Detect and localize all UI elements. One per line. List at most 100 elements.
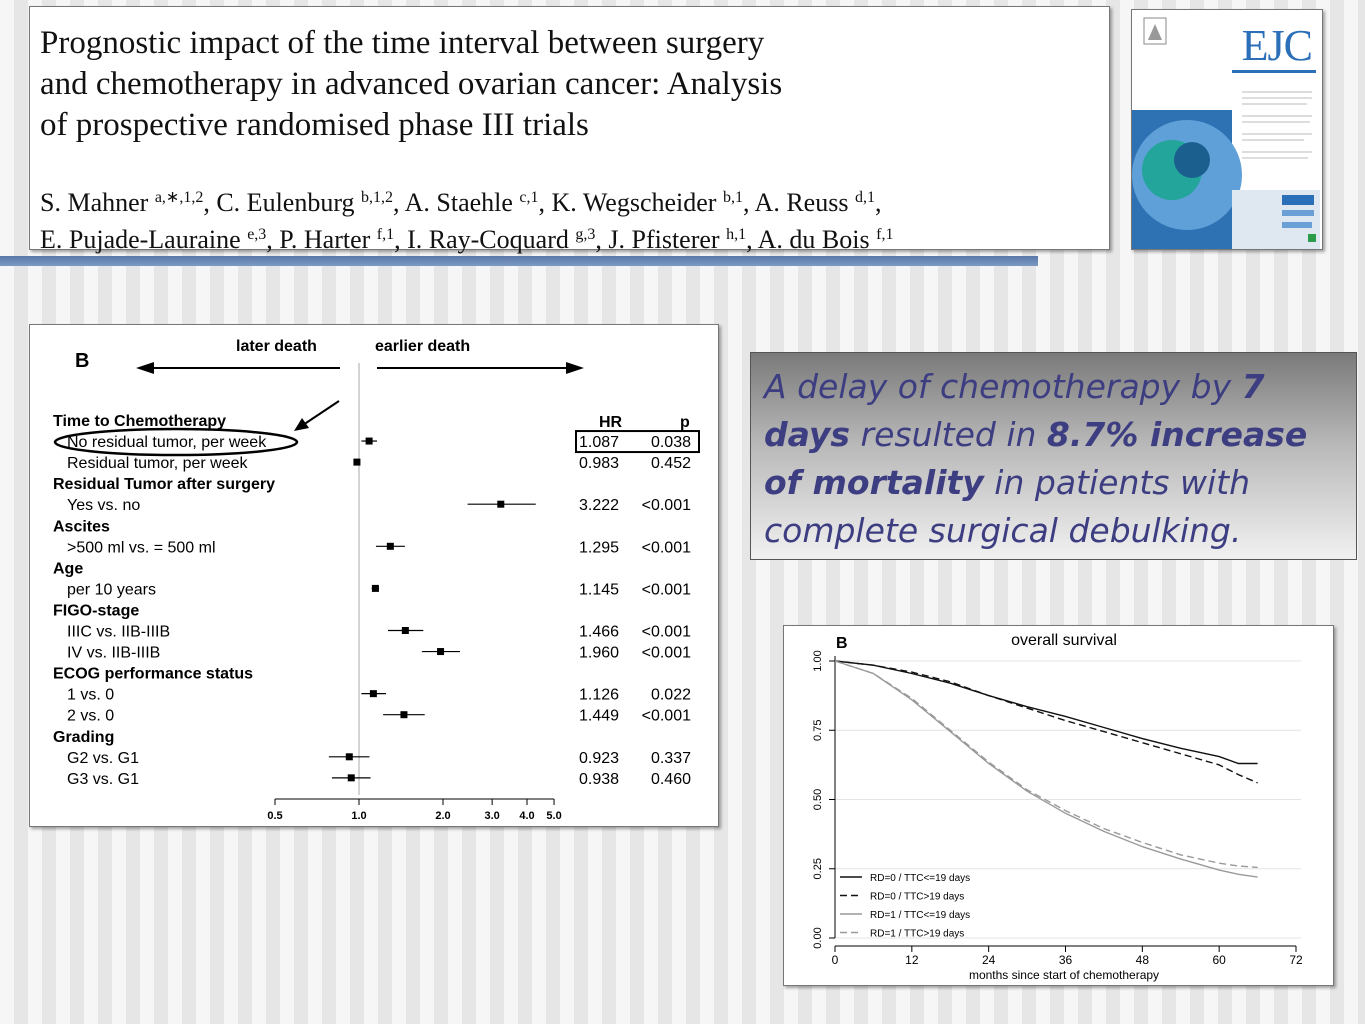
cover-image-core: [1174, 142, 1210, 178]
forest-hr-value: 1.466: [579, 624, 619, 641]
callout-text-part: A delay of chemotherapy by: [764, 367, 1242, 406]
author-name: I. Ray-Coquard: [407, 225, 576, 254]
forest-row-label: G2 vs. G1: [67, 750, 139, 767]
journal-cover: EJC: [1131, 9, 1323, 250]
survival-plot: B overall survival months since start of…: [812, 632, 1303, 982]
author-separator: ,: [538, 188, 552, 217]
direction-arrow-right: [377, 362, 584, 374]
forest-row-label: 1 vs. 0: [67, 687, 114, 704]
callout-emphasis-days: 7 days: [764, 367, 1265, 454]
forest-plot: B later death earlier death HR p Time to…: [53, 338, 700, 822]
forest-point-estimate: [371, 584, 379, 592]
forest-point-estimate: [437, 648, 445, 656]
forest-hr-value: 0.923: [579, 750, 619, 767]
forest-row-label: Residual tumor, per week: [67, 455, 249, 472]
forest-hr-value: 1.145: [579, 581, 619, 598]
author-separator: ,: [595, 225, 609, 254]
forest-row-label: No residual tumor, per week: [67, 434, 267, 451]
forest-point-estimate: [497, 500, 505, 508]
highlight-box: [575, 430, 700, 454]
key-finding-text: A delay of chemotherapy by 7 days result…: [764, 363, 1349, 555]
paper-title: Prognostic impact of the time interval b…: [40, 23, 1040, 146]
author-affiliation: g,3: [575, 226, 596, 243]
km-y-tick-label: 1.00: [812, 650, 824, 671]
eortc-logo-icon: [1282, 195, 1314, 205]
forest-x-tick-label: 3.0: [484, 810, 499, 822]
author-affiliation: h,1: [726, 226, 747, 243]
forest-point-estimate: [345, 753, 353, 761]
author-affiliation: f,1: [876, 226, 894, 243]
forest-row-label: IV vs. IIB-IIIB: [67, 645, 160, 662]
paper-title-line: of prospective randomised phase III tria…: [40, 107, 589, 143]
paper-title-line: Prognostic impact of the time interval b…: [40, 25, 765, 61]
forest-hr-value: 1.295: [579, 539, 619, 556]
forest-p-value: <0.001: [642, 497, 691, 514]
forest-p-value: 0.460: [651, 771, 691, 788]
paper-title-line: and chemotherapy in advanced ovarian can…: [40, 66, 783, 102]
forest-hr-value: 0.983: [579, 455, 619, 472]
forest-hr-value: 1.449: [579, 708, 619, 725]
direction-arrow-left: [136, 362, 340, 374]
forest-x-tick-label: 1.0: [351, 810, 366, 822]
author-separator: ,: [874, 188, 882, 217]
forest-p-value: 0.038: [651, 434, 691, 451]
forest-p-value: <0.001: [642, 708, 691, 725]
author-affiliation: e,3: [247, 226, 267, 243]
forest-row-label: Yes vs. no: [67, 497, 140, 514]
km-x-tick-label: 60: [1212, 953, 1226, 967]
km-y-tick-label: 0.75: [812, 720, 824, 741]
journal-cover-art: [1132, 17, 1320, 249]
survival-plot-panel: B overall survival months since start of…: [783, 625, 1334, 986]
forest-point-estimate: [386, 542, 394, 550]
author-name: C. Eulenburg: [216, 188, 362, 217]
km-series-line: [834, 660, 1258, 878]
annotation-arrow-icon: [294, 400, 340, 431]
author-list: S. Mahner a,∗,1,2, C. Eulenburg b,1,2, A…: [40, 182, 1110, 256]
km-series-line: [834, 660, 1258, 765]
direction-label-left: later death: [236, 338, 317, 355]
callout-emphasis-mortality: 8.7% increase of mortality: [764, 415, 1308, 502]
direction-label-right: earlier death: [375, 338, 470, 355]
author-name: E. Pujade-Lauraine: [40, 225, 248, 254]
forest-row-label: IIIC vs. IIB-IIIB: [67, 624, 170, 641]
author-separator: ,: [394, 225, 408, 254]
journal-logo-underline: [1232, 70, 1316, 73]
author-line: E. Pujade-Lauraine e,3, P. Harter f,1, I…: [40, 219, 1110, 256]
forest-point-estimate: [369, 690, 377, 698]
forest-group-label: ECOG performance status: [53, 666, 253, 683]
forest-p-value: 0.022: [651, 687, 691, 704]
author-name: K. Wegscheider: [551, 188, 723, 217]
elsevier-logo-icon: [1143, 17, 1167, 45]
forest-row-label: >500 ml vs. = 500 ml: [67, 539, 216, 556]
km-legend-label: RD=0 / TTC>19 days: [870, 892, 964, 903]
km-panel-label: B: [836, 635, 848, 652]
forest-row-label: G3 vs. G1: [67, 771, 139, 788]
forest-p-value: 0.452: [651, 455, 691, 472]
km-x-tick-label: 36: [1059, 953, 1073, 967]
km-x-tick-label: 24: [982, 953, 996, 967]
km-y-tick-label: 0.25: [812, 858, 824, 879]
author-separator: ,: [266, 225, 280, 254]
author-name: P. Harter: [279, 225, 377, 254]
forest-plot-panel: B later death earlier death HR p Time to…: [29, 324, 719, 827]
km-x-tick-label: 0: [832, 953, 839, 967]
journal-logo: EJC: [1241, 21, 1313, 70]
author-affiliation: b,1: [722, 189, 743, 206]
column-header-hr: HR: [599, 414, 623, 431]
forest-hr-value: 1.960: [579, 645, 619, 662]
author-affiliation: a,∗,1,2: [154, 189, 204, 206]
callout-text-part: in patients with complete surgical debul…: [764, 463, 1251, 550]
km-legend-label: RD=0 / TTC<=19 days: [870, 873, 970, 884]
author-line: S. Mahner a,∗,1,2, C. Eulenburg b,1,2, A…: [40, 182, 1110, 219]
forest-hr-value: 1.087: [579, 434, 619, 451]
forest-group-label: Residual Tumor after surgery: [53, 476, 275, 493]
author-affiliation: b,1,2: [361, 189, 394, 206]
forest-x-tick-label: 5.0: [546, 810, 561, 822]
forest-p-value: <0.001: [642, 645, 691, 662]
forest-p-value: <0.001: [642, 581, 691, 598]
forest-group-label: Age: [53, 560, 83, 577]
forest-hr-value: 3.222: [579, 497, 619, 514]
author-name: A. Staehle: [404, 188, 520, 217]
km-series-line: [834, 660, 1258, 784]
column-header-p: p: [680, 414, 690, 431]
